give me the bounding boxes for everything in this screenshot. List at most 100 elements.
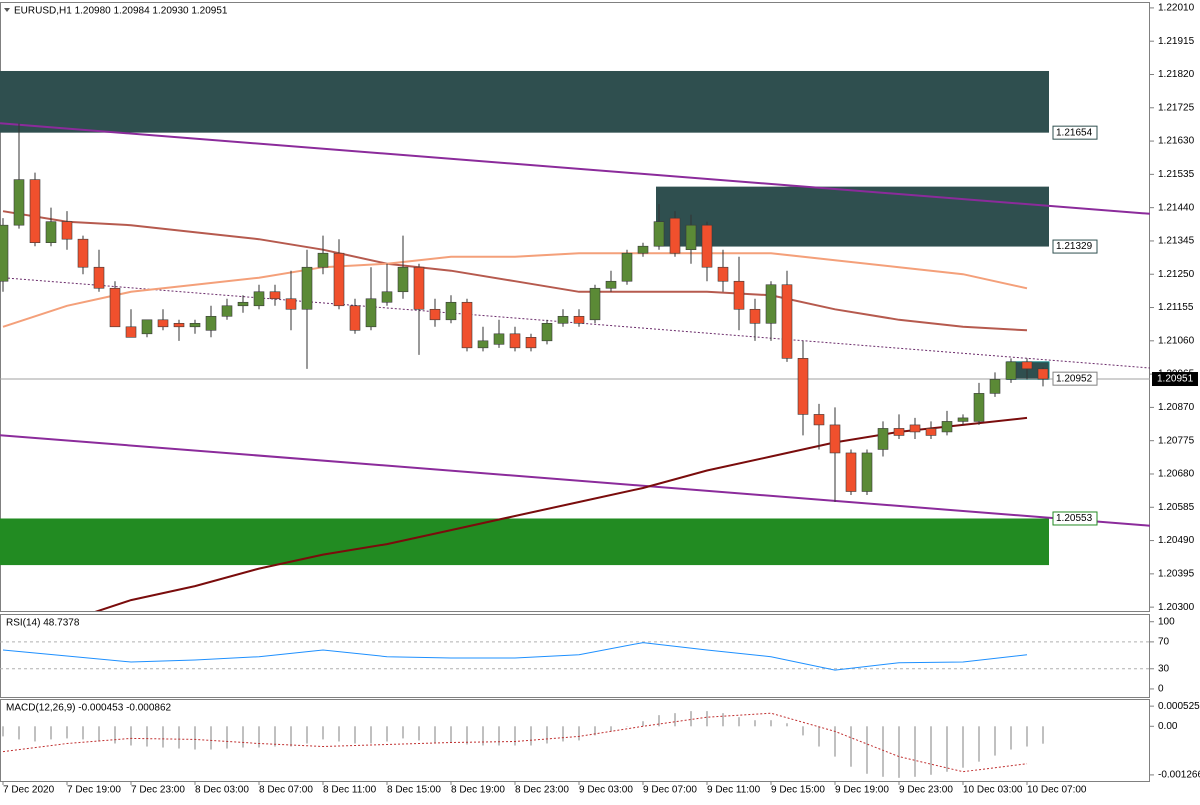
zone (0, 518, 1049, 566)
main-frame (0, 2, 1150, 612)
candle-body (61, 221, 73, 240)
candle-body (221, 305, 233, 317)
candle-body (45, 221, 57, 243)
rsi-title: RSI(14) 48.7378 (6, 618, 80, 629)
bid-tag (1152, 372, 1198, 387)
candle-body (589, 287, 601, 321)
candle-body (877, 428, 889, 450)
candle-body (13, 179, 25, 226)
candle-body (653, 221, 665, 247)
candle-body (893, 428, 905, 436)
candle-body (861, 452, 873, 492)
candle-body (317, 252, 329, 268)
candle-body (253, 291, 265, 307)
y-tick-label: 1.22010 (1158, 3, 1195, 14)
candle-body (125, 326, 137, 338)
rsi-line (2, 642, 1028, 671)
trend-line (0, 122, 1150, 215)
moving-average (94, 416, 1028, 611)
y-tick-label: 0.00 (1158, 721, 1178, 732)
y-tick-label: -0.001266 (1158, 770, 1200, 781)
x-tick-label: 10 Dec 03:00 (963, 785, 1023, 796)
x-tick-label: 8 Dec 11:00 (323, 785, 377, 796)
x-tick-label: 8 Dec 15:00 (387, 785, 441, 796)
candle-body (797, 358, 809, 415)
candle-body (157, 319, 169, 328)
candle-body (701, 224, 713, 268)
level-label: 1.20553 (1056, 513, 1093, 524)
candle-body (845, 452, 857, 492)
candle-body (669, 217, 681, 254)
candle-body (765, 284, 777, 324)
y-tick-label: 1.21060 (1158, 335, 1195, 346)
level-label: 1.21329 (1056, 241, 1093, 252)
candle-body (445, 301, 457, 321)
candle-body (813, 414, 825, 426)
y-tick-label: 1.20395 (1158, 568, 1195, 579)
candle-body (173, 322, 185, 328)
y-tick-label: 1.20585 (1158, 502, 1195, 513)
candle-body (829, 424, 841, 454)
y-tick-label: 1.20490 (1158, 535, 1195, 546)
candle-body (29, 179, 41, 243)
candle-body (541, 322, 553, 342)
y-tick-label: 1.21345 (1158, 236, 1195, 247)
y-tick-label: 70 (1158, 637, 1170, 648)
candle-body (941, 421, 953, 433)
x-tick-label: 9 Dec 23:00 (899, 785, 953, 796)
y-tick-label: 1.21535 (1158, 169, 1195, 180)
x-tick-label: 9 Dec 19:00 (835, 785, 889, 796)
y-tick-label: 1.21820 (1158, 69, 1195, 80)
candle-body (0, 224, 9, 282)
candle-body (733, 280, 745, 310)
y-tick-label: 1.20870 (1158, 402, 1195, 413)
rsi-frame (0, 614, 1150, 698)
rsi-plot (0, 641, 1150, 671)
x-tick-label: 8 Dec 07:00 (259, 785, 313, 796)
candle-body (141, 319, 153, 335)
y-tick-label: 1.21725 (1158, 102, 1195, 113)
level-label: 1.20952 (1056, 373, 1093, 384)
candle-body (509, 333, 521, 349)
candle-body (189, 322, 201, 328)
candle-body (381, 291, 393, 303)
level-label-box (1052, 511, 1098, 526)
trend-line (0, 434, 1150, 527)
x-tick-label: 8 Dec 03:00 (195, 785, 249, 796)
x-tick-label: 8 Dec 23:00 (515, 785, 569, 796)
y-tick-label: 1.21630 (1158, 136, 1195, 147)
y-tick-label: 30 (1158, 663, 1170, 674)
bid-label: 1.20951 (1157, 374, 1194, 385)
x-tick-label: 9 Dec 15:00 (771, 785, 825, 796)
x-tick-label: 9 Dec 11:00 (707, 785, 761, 796)
y-tick-label: 1.21440 (1158, 202, 1195, 213)
candle-body (285, 298, 297, 310)
candle-body (493, 333, 505, 345)
y-tick-label: 0 (1158, 684, 1164, 695)
candle-body (397, 266, 409, 293)
candle-body (973, 393, 985, 422)
candle-body (269, 291, 281, 300)
chart-title: EURUSD,H1 1.20980 1.20984 1.20930 1.2095… (14, 6, 228, 17)
y-tick-label: 1.21915 (1158, 36, 1195, 47)
x-tick-label: 8 Dec 19:00 (451, 785, 505, 796)
macd-title: MACD(12,26,9) -0.000453 -0.000862 (6, 703, 172, 714)
candle-body (909, 424, 921, 433)
candle-body (205, 315, 217, 331)
x-tick-label: 9 Dec 03:00 (579, 785, 633, 796)
y-tick-label: 1.21155 (1158, 302, 1194, 313)
candle-body (1021, 361, 1033, 370)
main-plot (0, 70, 1150, 611)
candle-body (717, 266, 729, 282)
candle-body (781, 284, 793, 359)
candle-body (621, 252, 633, 282)
candle-body (413, 266, 425, 310)
macd-frame (0, 699, 1150, 782)
level-label-box (1052, 371, 1098, 386)
candle-body (301, 266, 313, 310)
candle-body (477, 340, 489, 349)
candle-body (957, 417, 969, 422)
candle-body (557, 315, 569, 324)
axes: 1.22010 1.21915 1.21820 1.21725 1.21630 1.215… (2, 3, 1200, 796)
